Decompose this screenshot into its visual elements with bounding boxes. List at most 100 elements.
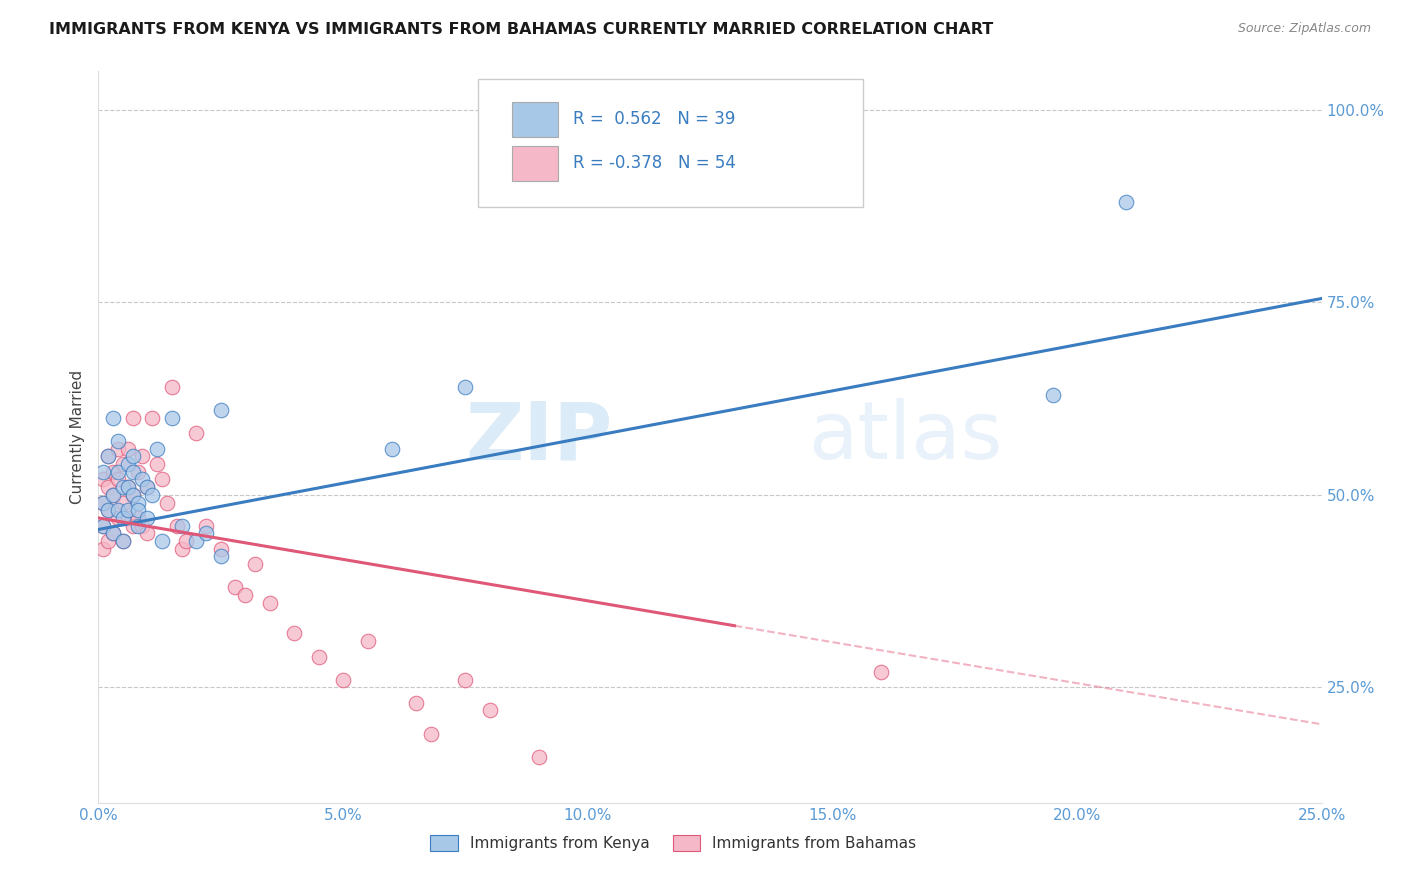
Point (121, 450, 143, 464)
Point (283, 626, 305, 640)
Point (209, 403, 232, 417)
Point (166, 518, 188, 533)
Point (209, 541, 232, 556)
Y-axis label: Currently Married: Currently Married (69, 370, 84, 504)
Point (107, 442, 129, 456)
Point (150, 534, 173, 549)
Point (131, 450, 153, 464)
Point (117, 503, 139, 517)
Point (454, 380, 477, 394)
Point (101, 488, 124, 502)
Point (107, 511, 129, 525)
Point (97, 450, 120, 464)
Point (107, 465, 129, 479)
Point (131, 518, 153, 533)
Point (146, 442, 169, 456)
Point (117, 480, 139, 494)
Point (156, 495, 179, 509)
Point (186, 534, 208, 549)
Point (127, 518, 149, 533)
Point (97, 534, 120, 549)
Legend: Immigrants from Kenya, Immigrants from Bahamas: Immigrants from Kenya, Immigrants from B… (425, 830, 922, 857)
Point (117, 442, 139, 456)
Point (127, 511, 149, 525)
Point (91, 495, 114, 509)
Point (107, 434, 129, 448)
Point (195, 526, 218, 541)
Point (160, 410, 183, 425)
Point (117, 480, 139, 494)
Point (209, 549, 232, 564)
Point (117, 457, 139, 471)
Point (127, 465, 149, 479)
Point (101, 526, 124, 541)
Point (356, 634, 378, 648)
Point (111, 534, 134, 549)
Point (224, 580, 246, 594)
Point (454, 673, 477, 687)
Point (91, 472, 114, 486)
Point (195, 518, 218, 533)
Point (127, 503, 149, 517)
Point (97, 503, 120, 517)
Point (332, 673, 354, 687)
Point (101, 410, 124, 425)
Text: IMMIGRANTS FROM KENYA VS IMMIGRANTS FROM BAHAMAS CURRENTLY MARRIED CORRELATION C: IMMIGRANTS FROM KENYA VS IMMIGRANTS FROM… (49, 22, 994, 37)
FancyBboxPatch shape (478, 78, 863, 207)
Text: R = -0.378   N = 54: R = -0.378 N = 54 (574, 153, 735, 172)
Point (111, 457, 134, 471)
Point (176, 534, 198, 549)
Point (141, 488, 163, 502)
Point (170, 518, 193, 533)
Point (111, 534, 134, 549)
Point (527, 749, 550, 764)
Point (259, 596, 281, 610)
Point (91, 495, 114, 509)
Point (405, 696, 427, 710)
Point (107, 503, 129, 517)
Text: Source: ZipAtlas.com: Source: ZipAtlas.com (1237, 22, 1371, 36)
Point (111, 495, 134, 509)
Point (186, 426, 208, 441)
Point (170, 541, 193, 556)
Point (101, 465, 124, 479)
Point (160, 380, 183, 394)
Point (136, 480, 159, 494)
Point (91, 518, 114, 533)
Point (1115, 195, 1137, 210)
FancyBboxPatch shape (512, 146, 558, 181)
Point (121, 465, 143, 479)
Point (97, 503, 120, 517)
Point (91, 541, 114, 556)
Point (91, 518, 114, 533)
Point (420, 726, 443, 740)
Point (233, 588, 256, 602)
Point (111, 511, 134, 525)
Point (91, 465, 114, 479)
Text: atlas: atlas (808, 398, 1002, 476)
Point (136, 480, 159, 494)
Point (111, 480, 134, 494)
FancyBboxPatch shape (512, 102, 558, 137)
Point (101, 488, 124, 502)
Point (243, 557, 266, 571)
Point (1042, 388, 1064, 402)
Point (146, 457, 169, 471)
Point (141, 410, 163, 425)
Point (136, 511, 159, 525)
Point (121, 488, 143, 502)
Point (308, 649, 330, 664)
Point (101, 526, 124, 541)
Point (136, 526, 159, 541)
Point (478, 703, 501, 717)
Point (127, 495, 149, 509)
Point (150, 472, 173, 486)
Text: ZIP: ZIP (465, 398, 612, 476)
Point (107, 472, 129, 486)
Point (117, 511, 139, 525)
Point (870, 665, 893, 679)
Point (121, 518, 143, 533)
Point (131, 472, 153, 486)
Point (97, 480, 120, 494)
Point (97, 450, 120, 464)
